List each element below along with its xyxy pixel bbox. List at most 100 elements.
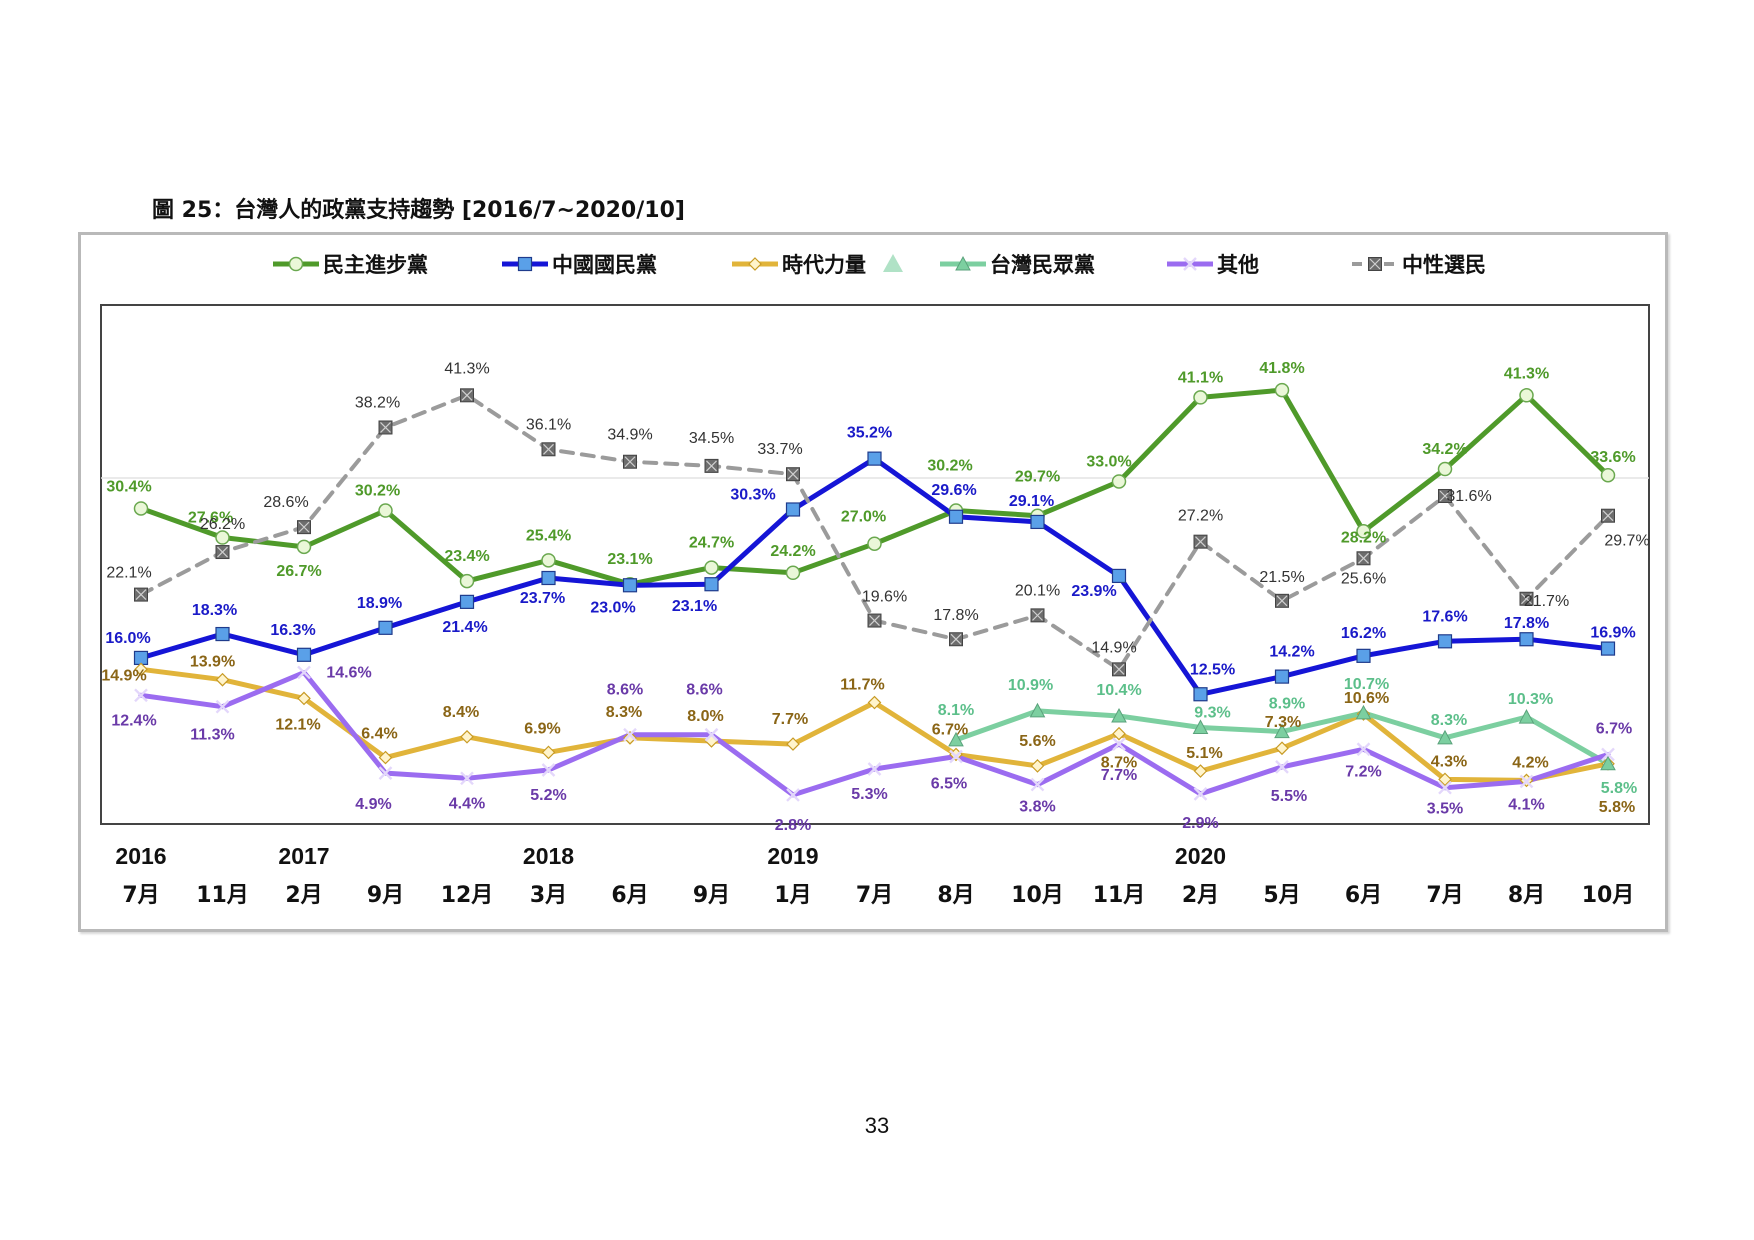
series-square-label: 17.8% <box>1504 615 1549 632</box>
series-x-point <box>867 762 882 776</box>
series-circle-point <box>1111 474 1127 489</box>
series-square-point <box>622 578 638 593</box>
series-triangle-point <box>1437 729 1453 745</box>
x-tick-label: 11月 <box>1093 883 1146 908</box>
series-x-point <box>134 688 148 703</box>
series-diamond-point <box>1275 741 1289 756</box>
series-x-point <box>1030 777 1045 792</box>
series-diamond-point <box>1193 764 1208 778</box>
x-tick-label: 7月 <box>856 883 893 908</box>
series-square-label: 29.1% <box>1009 493 1054 510</box>
series-x-point <box>378 766 393 780</box>
series-square-label: 23.1% <box>672 598 717 615</box>
series-diamond-point <box>1438 772 1452 787</box>
series-square-point <box>1519 632 1534 647</box>
series-xsquare-label: 14.9% <box>1091 639 1136 656</box>
x-tick-label: 2月 <box>285 883 322 908</box>
x-tick-label: 8月 <box>1508 883 1545 908</box>
series-circle-point <box>867 536 882 551</box>
series-square-label: 35.2% <box>847 425 892 442</box>
x-year-label: 2020 <box>1175 843 1226 869</box>
series-circle-label: 34.2% <box>1422 441 1467 458</box>
series-x-label: 2.9% <box>1182 815 1218 832</box>
series-diamond-label: 5.8% <box>1599 799 1635 816</box>
x-tick-label: 10月 <box>1582 883 1635 908</box>
series-diamond-label: 8.0% <box>687 708 723 725</box>
x-tick-label: 10月 <box>1011 883 1064 908</box>
series-circle-point <box>541 553 556 568</box>
series-diamond-point <box>1112 726 1126 741</box>
legend-label: 民主進步黨 <box>323 253 428 277</box>
legend-label: 時代力量 <box>782 253 866 277</box>
series-xsquare-point <box>297 520 311 535</box>
series-diamond-label: 7.7% <box>772 711 808 728</box>
series-diamond-point <box>623 730 637 745</box>
series-xsquare-point <box>949 632 963 647</box>
series-xsquare-label: 41.3% <box>444 360 489 377</box>
series-square-label: 30.3% <box>730 487 775 504</box>
series-square-point <box>459 594 475 609</box>
series-diamond-point <box>134 662 148 677</box>
x-year-label: 2016 <box>115 843 166 869</box>
series-xsquare-label: 19.6% <box>862 589 907 606</box>
series-xsquare-point <box>134 587 148 602</box>
series-circle-point <box>1600 467 1616 483</box>
series-square-label: 14.2% <box>1269 644 1314 661</box>
series-x-point <box>623 727 637 742</box>
series-x-label: 8.6% <box>607 682 643 699</box>
series-xsquare-point <box>1356 551 1371 566</box>
series-x-point <box>215 699 230 714</box>
series-circle-label: 25.4% <box>526 527 571 544</box>
series-square-point <box>133 650 149 666</box>
series-x-label: 6.7% <box>1596 721 1632 738</box>
series-square-label: 16.0% <box>105 630 150 647</box>
series-circle-label: 30.4% <box>106 478 151 495</box>
series-square-point <box>378 620 393 635</box>
series-circle-point <box>704 560 719 575</box>
series-x-point <box>786 788 800 802</box>
series-x-label: 5.3% <box>851 786 887 803</box>
series-triangle-point <box>1192 719 1209 734</box>
legend-item: 其他 <box>1167 253 1259 277</box>
series-circle-label: 23.1% <box>607 551 652 568</box>
series-xsquare-label: 34.9% <box>607 427 652 444</box>
series-xsquare-label: 20.1% <box>1015 582 1060 599</box>
series-diamond-label: 5.6% <box>1019 733 1055 750</box>
legend-item: 民主進步黨 <box>273 253 428 277</box>
series-x-point <box>1438 780 1452 795</box>
series-square-point <box>704 577 719 592</box>
series-circle-label: 26.7% <box>276 563 321 580</box>
legend-label: 其他 <box>1217 253 1259 277</box>
series-square-label: 23.0% <box>590 599 635 616</box>
series-circle-label: 41.3% <box>1504 365 1549 382</box>
x-tick-label: 7月 <box>122 883 159 908</box>
series-circle-point <box>459 573 475 589</box>
series-x-point <box>704 727 719 742</box>
series-xsquare-label: 38.2% <box>355 395 400 412</box>
series-x-label: 11.3% <box>190 727 234 744</box>
series-circle-label: 27.0% <box>841 509 886 526</box>
series-square-point <box>541 570 556 586</box>
series-x-label: 7.2% <box>1345 763 1381 780</box>
series-diamond-point <box>215 672 230 687</box>
series-diamond-label: 6.7% <box>932 722 968 739</box>
x-tick-label: 6月 <box>1345 883 1382 908</box>
series-square-label: 29.6% <box>931 482 976 499</box>
chart-frame <box>78 232 1668 932</box>
series-triangle-label: 10.9% <box>1008 677 1053 694</box>
series-diamond-label: 8.4% <box>443 704 479 721</box>
series-square-point <box>1356 648 1371 663</box>
legend-item: 台灣民眾黨 <box>940 253 1095 277</box>
series-circle-point <box>1356 524 1371 539</box>
legend-marker <box>517 256 533 272</box>
legend-marker <box>1368 257 1382 271</box>
series-circle-label: 29.7% <box>1015 469 1060 486</box>
series-diamond-label: 7.3% <box>1265 714 1301 731</box>
series-square-label: 21.4% <box>442 619 487 636</box>
series-circle-label: 33.0% <box>1086 454 1131 471</box>
series-xsquare-label: 25.6% <box>1341 570 1386 587</box>
series-circle-label: 24.7% <box>689 535 734 552</box>
series-diamond-point <box>1030 759 1045 773</box>
legend-triangle-icon <box>883 254 903 272</box>
series-diamond-label: 6.4% <box>361 726 397 743</box>
